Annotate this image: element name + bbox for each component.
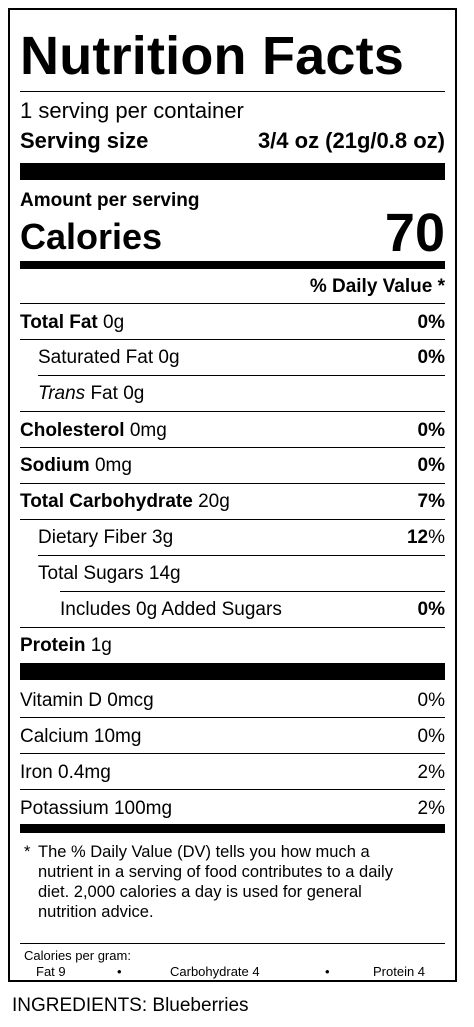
amount-per-serving: Amount per serving bbox=[20, 190, 200, 211]
nutrient-name-italic: Trans bbox=[38, 383, 86, 404]
nutrition-facts-panel: Nutrition Facts 1 serving per container … bbox=[8, 8, 457, 982]
nutrient-name: Cholesterol bbox=[20, 420, 125, 441]
divider bbox=[60, 591, 445, 592]
vitamin-row-vitamin-d: Vitamin D 0mcg 0% bbox=[20, 689, 445, 713]
nutrient-amount: 0mg bbox=[94, 455, 132, 476]
nutrient-dv: 0% bbox=[417, 455, 445, 476]
nutrient-row-cholesterol: Cholesterol 0mg 0% bbox=[20, 419, 445, 443]
nutrient-amount: 0mg bbox=[129, 420, 167, 441]
serving-size-label: Serving size bbox=[20, 128, 149, 153]
nutrient-name: Total Carbohydrate bbox=[20, 491, 193, 512]
vitamin-row-potassium: Potassium 100mg 2% bbox=[20, 797, 445, 821]
thick-divider-protein bbox=[20, 663, 445, 680]
divider bbox=[20, 753, 445, 754]
nutrient-row-trans-fat: Trans Fat 0g bbox=[38, 382, 445, 406]
nutrient-dv-percent: % bbox=[428, 527, 445, 548]
vitamin-text: Iron 0.4mg bbox=[20, 762, 111, 783]
nutrient-row-sodium: Sodium 0mg 0% bbox=[20, 454, 445, 478]
thick-divider-calories bbox=[20, 261, 445, 269]
servings-per-container: 1 serving per container bbox=[20, 98, 244, 123]
footnote-asterisk: * bbox=[24, 843, 31, 861]
vitamin-row-calcium: Calcium 10mg 0% bbox=[20, 725, 445, 749]
bullet: • bbox=[325, 964, 330, 979]
calories-per-gram-label: Calories per gram: bbox=[24, 948, 131, 963]
nutrient-row-saturated-fat: Saturated Fat 0g 0% bbox=[38, 346, 445, 370]
divider bbox=[20, 943, 445, 944]
title-divider bbox=[20, 91, 445, 92]
thick-divider-serving bbox=[20, 163, 445, 180]
divider bbox=[20, 303, 445, 304]
nutrient-amount: 0g bbox=[158, 347, 180, 368]
nutrient-dv: 0% bbox=[417, 599, 445, 620]
nutrient-name: Includes 0g Added Sugars bbox=[60, 599, 282, 620]
nutrient-name: Total Fat bbox=[20, 312, 98, 333]
calories-label: Calories bbox=[20, 216, 163, 257]
nutrient-dv: 12% bbox=[407, 526, 445, 550]
vitamin-dv: 0% bbox=[417, 690, 445, 711]
nutrient-row-total-sugars: Total Sugars 14g bbox=[38, 562, 445, 586]
daily-value-footnote: * The % Daily Value (DV) tells you how m… bbox=[20, 842, 445, 922]
nutrient-row-total-fat: Total Fat 0g 0% bbox=[20, 311, 445, 335]
nutrient-dv-number: 12 bbox=[406, 527, 429, 548]
calories-per-gram-fat: Fat 9 bbox=[36, 964, 66, 979]
divider bbox=[20, 447, 445, 448]
nutrient-amount: 0g bbox=[123, 383, 145, 404]
nutrient-amount: 14g bbox=[148, 563, 181, 584]
nutrient-row-dietary-fiber: Dietary Fiber 3g 12% bbox=[38, 526, 445, 550]
nutrient-dv: 0% bbox=[417, 347, 445, 368]
divider bbox=[38, 375, 445, 376]
calories-row: Calories 70 bbox=[20, 203, 445, 263]
nutrient-name: Fat bbox=[90, 383, 118, 404]
nutrient-amount: 0g bbox=[103, 312, 125, 333]
nutrient-name: Dietary Fiber bbox=[38, 527, 147, 548]
divider bbox=[20, 483, 445, 484]
divider bbox=[20, 789, 445, 790]
nutrient-row-added-sugars: Includes 0g Added Sugars 0% bbox=[60, 598, 445, 622]
vitamin-dv: 2% bbox=[417, 762, 445, 783]
nutrient-dv: 0% bbox=[417, 312, 445, 333]
nutrient-row-protein: Protein 1g bbox=[20, 634, 445, 658]
divider bbox=[20, 717, 445, 718]
thick-divider-vitamins bbox=[20, 824, 445, 833]
serving-size-row: Serving size 3/4 oz (21g/0.8 oz) bbox=[20, 128, 445, 154]
nutrient-dv: 0% bbox=[417, 420, 445, 441]
daily-value-header: % Daily Value * bbox=[309, 276, 445, 297]
nutrition-facts-title: Nutrition Facts bbox=[20, 26, 405, 86]
divider bbox=[20, 339, 445, 340]
nutrient-row-total-carbohydrate: Total Carbohydrate 20g 7% bbox=[20, 490, 445, 514]
vitamin-row-iron: Iron 0.4mg 2% bbox=[20, 761, 445, 785]
divider bbox=[20, 627, 445, 628]
calories-value: 70 bbox=[384, 203, 445, 263]
nutrient-name: Protein bbox=[20, 635, 86, 656]
vitamin-text: Calcium 10mg bbox=[20, 726, 142, 747]
nutrient-name: Saturated Fat bbox=[38, 347, 154, 368]
nutrient-amount: 3g bbox=[152, 527, 174, 548]
vitamin-dv: 2% bbox=[417, 798, 445, 819]
bullet: • bbox=[117, 964, 122, 979]
ingredients-statement: INGREDIENTS: Blueberries bbox=[12, 995, 249, 1016]
divider bbox=[20, 519, 445, 520]
vitamin-dv: 0% bbox=[417, 726, 445, 747]
footnote-text: The % Daily Value (DV) tells you how muc… bbox=[38, 843, 393, 921]
nutrient-amount: 1g bbox=[90, 635, 112, 656]
nutrient-dv: 7% bbox=[417, 491, 445, 512]
nutrient-name: Total Sugars bbox=[38, 563, 144, 584]
divider bbox=[38, 555, 445, 556]
nutrient-name: Sodium bbox=[20, 455, 90, 476]
calories-per-gram-carbohydrate: Carbohydrate 4 bbox=[170, 964, 260, 979]
vitamin-text: Vitamin D 0mcg bbox=[20, 690, 154, 711]
calories-per-gram-protein: Protein 4 bbox=[373, 964, 426, 979]
divider bbox=[20, 411, 445, 412]
nutrient-amount: 20g bbox=[198, 491, 230, 512]
serving-size-value: 3/4 oz (21g/0.8 oz) bbox=[257, 128, 445, 153]
vitamin-text: Potassium 100mg bbox=[20, 798, 173, 819]
